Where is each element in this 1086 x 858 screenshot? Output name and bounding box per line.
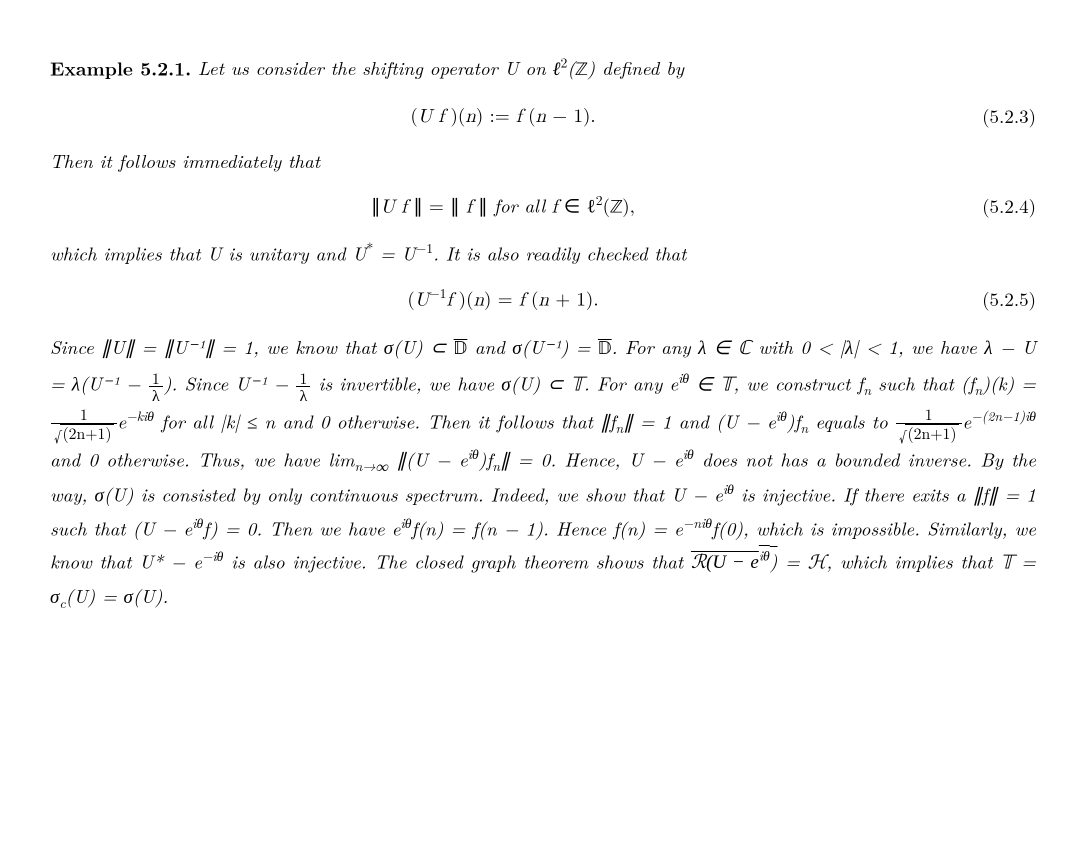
text: )f (787, 407, 801, 434)
text: ∈ 𝕋, we construct f (689, 370, 863, 397)
text: ∥(U − e (388, 445, 468, 472)
sub: n (492, 456, 500, 475)
close: ) (770, 547, 778, 574)
sup: iθ (678, 368, 689, 387)
sup: iθ (683, 444, 694, 463)
text: for all |k| ≤ n and 0 otherwise. Then it… (154, 407, 616, 434)
text: ∥ = 0. Hence, U − e (500, 445, 683, 472)
equation-5-2-4: ∥U f ∥ = ∥ f ∥ for all f ∈ ℓ2(ℤ), (5.2.4… (50, 191, 1036, 221)
text: equals to (808, 407, 895, 434)
den: √(2n+1) (51, 424, 117, 442)
text: such that (f (871, 370, 974, 397)
eq-body: (U−1f )(n) = f (n + 1). (50, 284, 956, 313)
eq-body: ∥U f ∥ = ∥ f ∥ for all f ∈ ℓ2(ℤ), (50, 191, 956, 221)
text: is also injective. The closed graph theo… (223, 547, 691, 574)
sup: iθ (468, 444, 479, 463)
sup: iθ (192, 513, 203, 532)
text: ∥ = 1 and (U − e (623, 407, 776, 434)
den: λ (296, 387, 310, 404)
text: and 0 otherwise. Thus, we have lim (50, 445, 355, 472)
sup: iθ (776, 406, 787, 425)
eq-number: (5.2.4) (956, 193, 1036, 219)
sup: iθ (723, 479, 734, 498)
example-label: Example 5.2.1. (50, 53, 191, 81)
text: ). Since U⁻¹ − (164, 370, 296, 397)
eq-number: (5.2.5) (956, 286, 1036, 312)
frac-1-lambda: 1λ (296, 370, 310, 404)
text: )(k) = (982, 370, 1036, 397)
den: √(2n+1) (896, 424, 962, 442)
dbar: 𝔻 (454, 340, 468, 359)
equation-5-2-3: (U f )(n) := f (n − 1). (5.2.3) (50, 102, 1036, 130)
sup: iθ (401, 513, 412, 532)
sup: −niθ (683, 513, 712, 532)
sup: iθ (759, 546, 770, 565)
sub: n (800, 418, 808, 437)
sup: −(2n−1)iθ (971, 406, 1036, 425)
sup: −kiθ (126, 406, 154, 425)
frac-1-lambda: 1λ (149, 370, 163, 404)
dbar: 𝔻 (598, 340, 612, 359)
eq-body: (U f )(n) := f (n − 1). (50, 102, 956, 130)
sup: −iθ (202, 546, 223, 565)
frac-sqrt: 1√(2n+1) (896, 406, 962, 441)
den: λ (149, 387, 163, 404)
text: and σ(U⁻¹) = (467, 333, 598, 360)
para-3: which implies that U is unitary and U* =… (50, 239, 1036, 266)
cal-r: ℛ(U − e (691, 552, 759, 573)
exp: e (118, 407, 127, 434)
text: )f (479, 445, 493, 472)
sqrt-inner: (2n+1) (905, 424, 958, 442)
intro-text: Let us consider the shifting operator U … (198, 54, 684, 81)
para-4: Since ∥U∥ = ∥U⁻¹∥ = 1, we know that σ(U)… (50, 331, 1036, 614)
exp: e (963, 407, 972, 434)
sub: n (863, 381, 871, 400)
equation-5-2-5: (U−1f )(n) = f (n + 1). (5.2.5) (50, 284, 1036, 313)
eq-number: (5.2.3) (956, 103, 1036, 129)
text: is invertible, we have σ(U) ⊂ 𝕋. For any… (311, 370, 678, 397)
text: f(n) = f(n − 1). Hence f(n) = e (411, 514, 682, 541)
example-block: Example 5.2.1. Let us consider the shift… (50, 54, 1036, 614)
sub: n→∞ (355, 456, 389, 475)
text: Since ∥U∥ = ∥U⁻¹∥ = 1, we know that σ(U)… (50, 333, 454, 360)
range-closure: ℛ(U − eiθ) (691, 547, 778, 574)
sqrt-inner: (2n+1) (60, 424, 113, 442)
example-intro: Example 5.2.1. Let us consider the shift… (50, 54, 1036, 84)
text: f) = 0. Then we have e (203, 514, 400, 541)
text: (U) = σ(U). (66, 582, 169, 609)
frac-sqrt: 1√(2n+1) (51, 406, 117, 441)
para-2: Then it follows immediately that (50, 148, 1036, 174)
